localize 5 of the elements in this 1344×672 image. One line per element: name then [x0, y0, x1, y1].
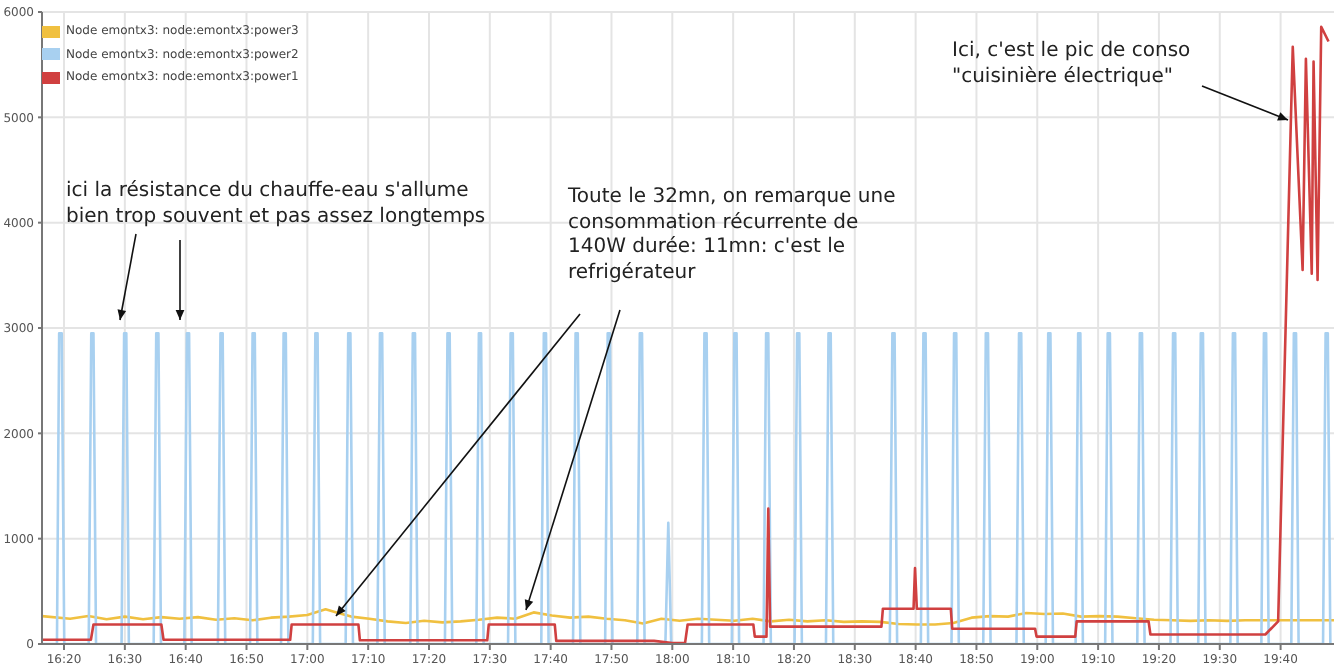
line-series [42, 25, 1330, 644]
annotation: Toute le 32mn, on remarque une consommation récurrente de 140W durée: 11mn: c'est le refrigérateur [568, 186, 896, 286]
line-series [42, 605, 1334, 626]
annotation: ici la résistance du chauffe-eau s'allume bien trop souvent et pas assez longtemps [66, 180, 486, 230]
annotation: Ici, c'est le pic de conso "cuisinière électrique" [952, 40, 1191, 90]
